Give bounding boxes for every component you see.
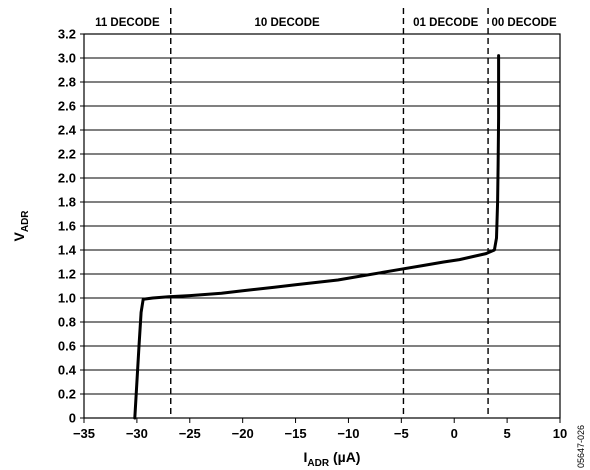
y-tick-label: 0.4: [58, 363, 77, 378]
y-tick-label: 1.6: [58, 219, 76, 234]
y-axis-label: VADR: [11, 210, 31, 242]
y-tick-label: 2.0: [58, 171, 76, 186]
x-tick-label: −30: [126, 426, 148, 441]
y-tick-label: 0.6: [58, 339, 76, 354]
x-axis-label: IADR (µA): [304, 449, 361, 469]
y-tick-label: 2.6: [58, 99, 76, 114]
x-tick-label: 5: [503, 426, 510, 441]
y-tick-label: 2.4: [58, 123, 77, 138]
x-tick-label: −15: [285, 426, 307, 441]
y-tick-label: 3.0: [58, 51, 76, 66]
x-tick-label: −20: [232, 426, 254, 441]
decode-region-label: 11 DECODE: [95, 17, 160, 29]
y-tick-label: 2.2: [58, 147, 76, 162]
y-axis-ticks: 0 0.2 0.4 0.6 0.8 1.0 1.2 1.4 1.6 1.8 2.0 2.2 2.4 2.6…: [58, 27, 84, 426]
decode-region-label: 01 DECODE: [413, 17, 479, 29]
x-tick-label: 10: [553, 426, 567, 441]
x-tick-label: −5: [394, 426, 409, 441]
series-layer: [133, 54, 501, 420]
x-tick-label: 0: [451, 426, 458, 441]
y-tick-label: 0.8: [58, 315, 76, 330]
y-tick-label: 3.2: [58, 27, 76, 42]
x-axis-ticks: −35 −30 −25 −20 −15 −10 −5 0 5 10: [73, 418, 567, 441]
decode-region-label: 00 DECODE: [491, 17, 557, 29]
decode-region-labels: 11 DECODE 10 DECODE 01 DECODE 00 DECODE: [95, 17, 557, 29]
y-tick-label: 0.2: [58, 387, 76, 402]
x-tick-label: −35: [73, 426, 95, 441]
figure-code: 05647-026: [576, 425, 586, 468]
decode-region-label: 10 DECODE: [254, 17, 320, 29]
decode-boundaries: [170, 8, 489, 418]
x-tick-label: −10: [337, 426, 359, 441]
x-tick-label: −25: [179, 426, 201, 441]
series-line: [133, 54, 501, 420]
y-tick-label: 2.8: [58, 75, 76, 90]
y-tick-label: 1.4: [58, 243, 77, 258]
y-tick-label: 1.2: [58, 267, 76, 282]
y-tick-label: 0: [69, 411, 76, 426]
y-tick-label: 1.0: [58, 291, 76, 306]
y-tick-label: 1.8: [58, 195, 76, 210]
